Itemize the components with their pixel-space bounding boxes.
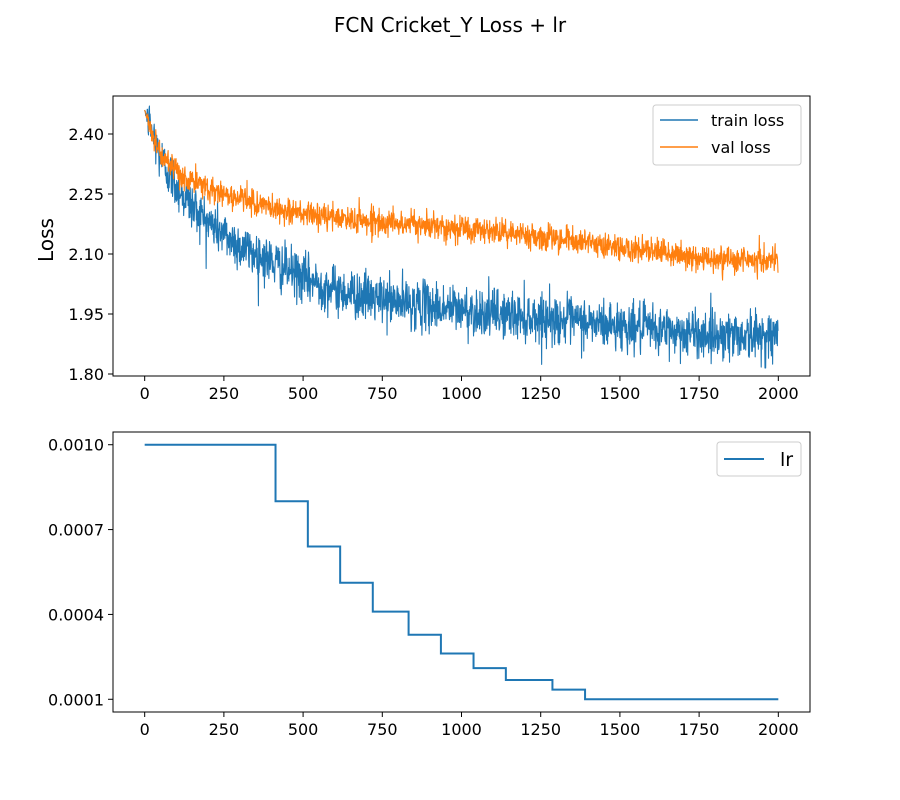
x-tick-label: 1500 bbox=[600, 384, 641, 403]
series-line-train-loss bbox=[144, 105, 779, 369]
figure-title: FCN Cricket_Y Loss + lr bbox=[334, 13, 567, 37]
y-tick-label: 0.0001 bbox=[48, 690, 104, 709]
y-tick-label: 2.40 bbox=[68, 125, 104, 144]
loss-plot: 0 250 500 750 1000 1250 1500 1750 2000 1.80 1.95 2… bbox=[34, 95, 811, 403]
x-tick-label: 2000 bbox=[758, 384, 799, 403]
x-tick-label: 250 bbox=[209, 384, 240, 403]
x-tick-label: 1750 bbox=[679, 384, 720, 403]
x-tick-label: 2000 bbox=[758, 720, 799, 739]
x-tick-label: 1750 bbox=[679, 720, 720, 739]
loss-y-axis-label: Loss bbox=[34, 218, 58, 262]
x-tick-label: 0 bbox=[140, 720, 150, 739]
lr-legend: lr bbox=[716, 441, 802, 477]
series-line-val-loss bbox=[144, 109, 779, 281]
x-tick-label: 500 bbox=[288, 384, 319, 403]
loss-y-axis: 1.80 1.95 2.10 2.25 2.40 bbox=[68, 125, 113, 384]
lr-plot: 0 250 500 750 1000 1250 1500 1750 2000 0.00010.0… bbox=[48, 431, 811, 739]
x-tick-label: 1250 bbox=[520, 720, 561, 739]
x-tick-label: 1250 bbox=[520, 384, 561, 403]
legend-train-label: train loss bbox=[711, 111, 784, 130]
y-tick-label: 2.10 bbox=[68, 245, 104, 264]
x-tick-label: 750 bbox=[367, 720, 398, 739]
y-tick-label: 2.25 bbox=[68, 185, 104, 204]
series-line-lr bbox=[144, 443, 779, 701]
x-tick-label: 1500 bbox=[600, 720, 641, 739]
legend-val-label: val loss bbox=[711, 138, 771, 157]
lr-plot-frame bbox=[112, 431, 811, 713]
y-tick-label: 0.0010 bbox=[48, 436, 104, 455]
lr-y-axis: 0.0001 0.0004 0.0007 0.0010 bbox=[48, 436, 113, 709]
lr-x-axis: 0 250 500 750 1000 1250 1500 1750 2000 bbox=[140, 712, 799, 739]
lr-series-group bbox=[144, 443, 779, 701]
x-tick-label: 750 bbox=[367, 384, 398, 403]
y-tick-label: 0.0007 bbox=[48, 521, 104, 540]
loss-series-group bbox=[144, 105, 779, 369]
x-tick-label: 500 bbox=[288, 720, 319, 739]
x-tick-label: 1000 bbox=[441, 384, 482, 403]
loss-legend: train loss val loss bbox=[652, 104, 802, 166]
y-tick-label: 1.95 bbox=[68, 305, 104, 324]
x-tick-label: 1000 bbox=[441, 720, 482, 739]
y-tick-label: 0.0004 bbox=[48, 605, 104, 624]
y-tick-label: 1.80 bbox=[68, 365, 104, 384]
x-tick-label: 0 bbox=[140, 384, 150, 403]
legend-lr-label: lr bbox=[780, 449, 793, 471]
loss-x-axis: 0 250 500 750 1000 1250 1500 1750 2000 bbox=[140, 376, 799, 403]
x-tick-label: 250 bbox=[209, 720, 240, 739]
